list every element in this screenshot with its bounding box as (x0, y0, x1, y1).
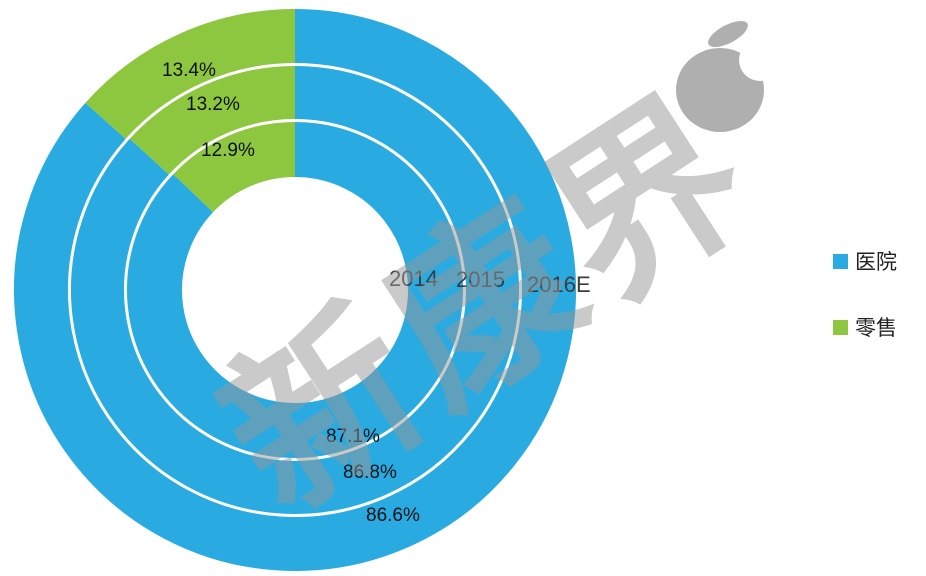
donut-arc-2016E-医院 (14, 9, 576, 571)
retail-pct-label-2015: 13.2% (186, 94, 240, 115)
ring-year-label-2015: 2015 (456, 267, 505, 292)
legend: 医院 零售 (833, 246, 897, 378)
legend-label-hospital: 医院 (855, 251, 897, 274)
retail-pct-label-2014: 12.9% (201, 140, 255, 161)
legend-swatch-retail (833, 319, 848, 335)
legend-swatch-hospital (833, 253, 848, 269)
ring-year-label-2016E: 2016E (527, 272, 591, 297)
hospital-pct-label-2014: 87.1% (326, 426, 380, 447)
donut-arc-2015-医院 (71, 66, 519, 514)
donut-arc-2014-零售 (173, 122, 296, 213)
legend-item-hospital: 医院 (833, 246, 897, 276)
donut-arc-2016E-零售 (85, 9, 296, 140)
retail-pct-label-2016E: 13.4% (162, 60, 216, 81)
ring-year-label-2014: 2014 (389, 266, 438, 291)
hospital-pct-label-2016E: 86.6% (366, 505, 420, 526)
legend-label-retail: 零售 (855, 317, 897, 340)
donut-arc-2015-零售 (129, 66, 296, 175)
legend-item-retail: 零售 (833, 312, 897, 342)
hospital-pct-label-2015: 86.8% (343, 462, 397, 483)
donut-arc-2014-医院 (127, 122, 463, 458)
